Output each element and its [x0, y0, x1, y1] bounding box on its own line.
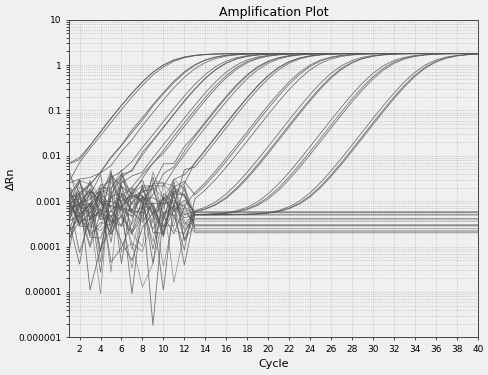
X-axis label: Cycle: Cycle [258, 360, 288, 369]
Title: Amplification Plot: Amplification Plot [218, 6, 327, 18]
Y-axis label: ΔRn: ΔRn [5, 167, 16, 190]
